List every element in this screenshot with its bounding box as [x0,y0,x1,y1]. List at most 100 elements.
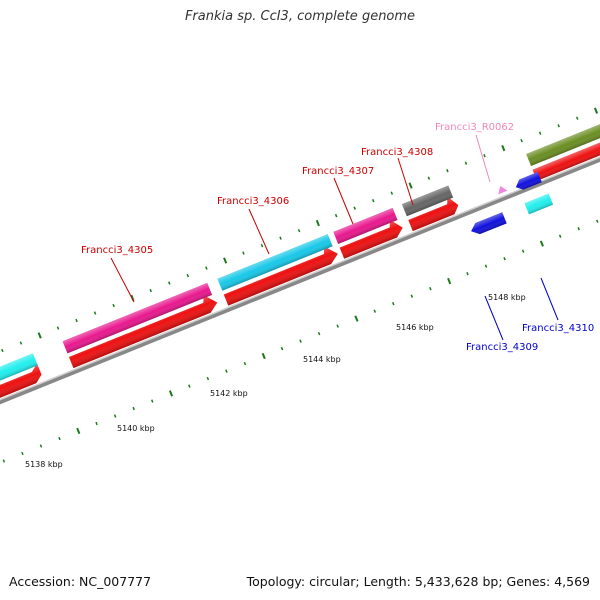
scale-tick [93,311,97,315]
scale-tick [168,390,174,397]
leader-line [248,208,270,255]
scale-tick [593,107,599,114]
scale-tick [575,116,579,120]
scale-tick [464,161,468,165]
gene-feature-4306[interactable] [217,234,333,291]
scale-tick [410,294,414,298]
gene-feature-4310[interactable] [524,193,554,215]
cds-arrow[interactable] [532,132,600,181]
gene-label-4308[interactable]: Francci3_4308 [361,147,433,158]
scale-tick [297,228,301,233]
scale-tick [315,219,320,227]
scale-tick [392,301,395,306]
leader-line [540,277,559,321]
gene-feature-aqua[interactable] [0,353,38,395]
gene-feature-4305[interactable] [62,282,213,354]
inner-ticks [2,219,599,463]
scale-tick [1,348,4,353]
rna-marker-r0062[interactable] [496,184,508,195]
leader-line [333,177,354,225]
scale-tick [206,376,210,381]
backbone-highlight [0,129,600,416]
scale-tick [447,277,452,285]
scale-tick [371,198,375,203]
leader-line [397,157,414,206]
scale-tick [299,339,302,343]
scale-tick [260,243,264,248]
backbone [0,130,600,419]
scale-tick [484,264,488,268]
gene-feature-4308[interactable] [401,185,454,217]
cds-forward-track [0,132,600,410]
scale-tick [408,182,413,189]
scale-tick [132,406,135,411]
scale-tick [539,240,544,247]
cds-arrow[interactable] [66,291,220,369]
scale-tick [317,331,321,336]
cds-arrow[interactable] [221,243,340,306]
scale-tick [113,414,117,418]
scale-tick [58,436,61,441]
scale-tick [19,341,23,345]
scale-tick [521,249,525,253]
scale-tick [466,272,469,276]
feature-reverse-track [469,171,554,237]
scale-tick [390,191,394,195]
scale-label: 5138 kbp [25,460,63,469]
gene-label-4310[interactable]: Francci3_4310 [522,323,594,334]
scale-tick [334,213,338,218]
scale-tick [354,315,359,322]
scale-tick [37,332,42,339]
gene-label-4309[interactable]: Francci3_4309 [466,342,538,353]
scale-tick [280,346,284,351]
leader-line [110,257,135,303]
scale-tick [429,286,432,291]
scale-tick [596,219,599,223]
genome-track [0,107,600,463]
gene-label-4305[interactable]: Francci3_4305 [81,245,153,256]
scale-tick [242,251,245,255]
accession-text: Accession: NC_007777 [9,574,152,589]
scale-labels: 5138 kbp 5140 kbp 5142 kbp 5144 kbp 5146… [25,293,526,469]
scale-tick [112,303,115,308]
scale-tick [373,309,377,313]
scale-label: 5144 kbp [303,355,341,364]
scale-tick [150,399,154,403]
scale-tick [76,427,81,435]
gene-feature-4307[interactable] [333,207,398,244]
gene-feature-4309[interactable] [469,212,507,237]
scale-tick [336,324,339,328]
gene-feature-olive[interactable] [526,116,600,167]
scale-tick [538,131,542,135]
scale-tick [279,236,282,240]
scale-tick [225,369,228,373]
scale-label: 5148 kbp [488,293,526,302]
scale-tick [56,326,60,330]
scale-tick [205,266,208,270]
map-title: Frankia sp. CcI3, complete genome [184,9,416,24]
scale-tick [39,444,43,448]
scale-tick [520,139,523,143]
scale-tick [21,451,24,456]
scale-tick [501,144,506,152]
scale-label: 5140 kbp [117,424,155,433]
cds-arrow[interactable] [337,216,405,259]
scale-tick [188,384,191,388]
scale-label: 5142 kbp [210,389,248,398]
scale-tick [75,318,78,323]
topology-text: Topology: circular; Length: 5,433,628 bp… [246,574,590,589]
scale-tick [261,352,266,360]
scale-tick [149,288,152,293]
cds-arrow[interactable] [406,194,461,232]
gene-feature-blue-small[interactable] [514,171,542,192]
gene-label-4307[interactable]: Francci3_4307 [302,166,374,177]
scale-tick [558,234,562,238]
gene-label-4306[interactable]: Francci3_4306 [217,196,289,207]
scale-tick [2,459,6,463]
cds-arrow[interactable] [0,363,44,410]
leader-line [484,295,504,341]
scale-tick [483,154,486,158]
gene-label-r0062[interactable]: Francci3_R0062 [435,122,514,133]
scale-tick [557,124,560,128]
